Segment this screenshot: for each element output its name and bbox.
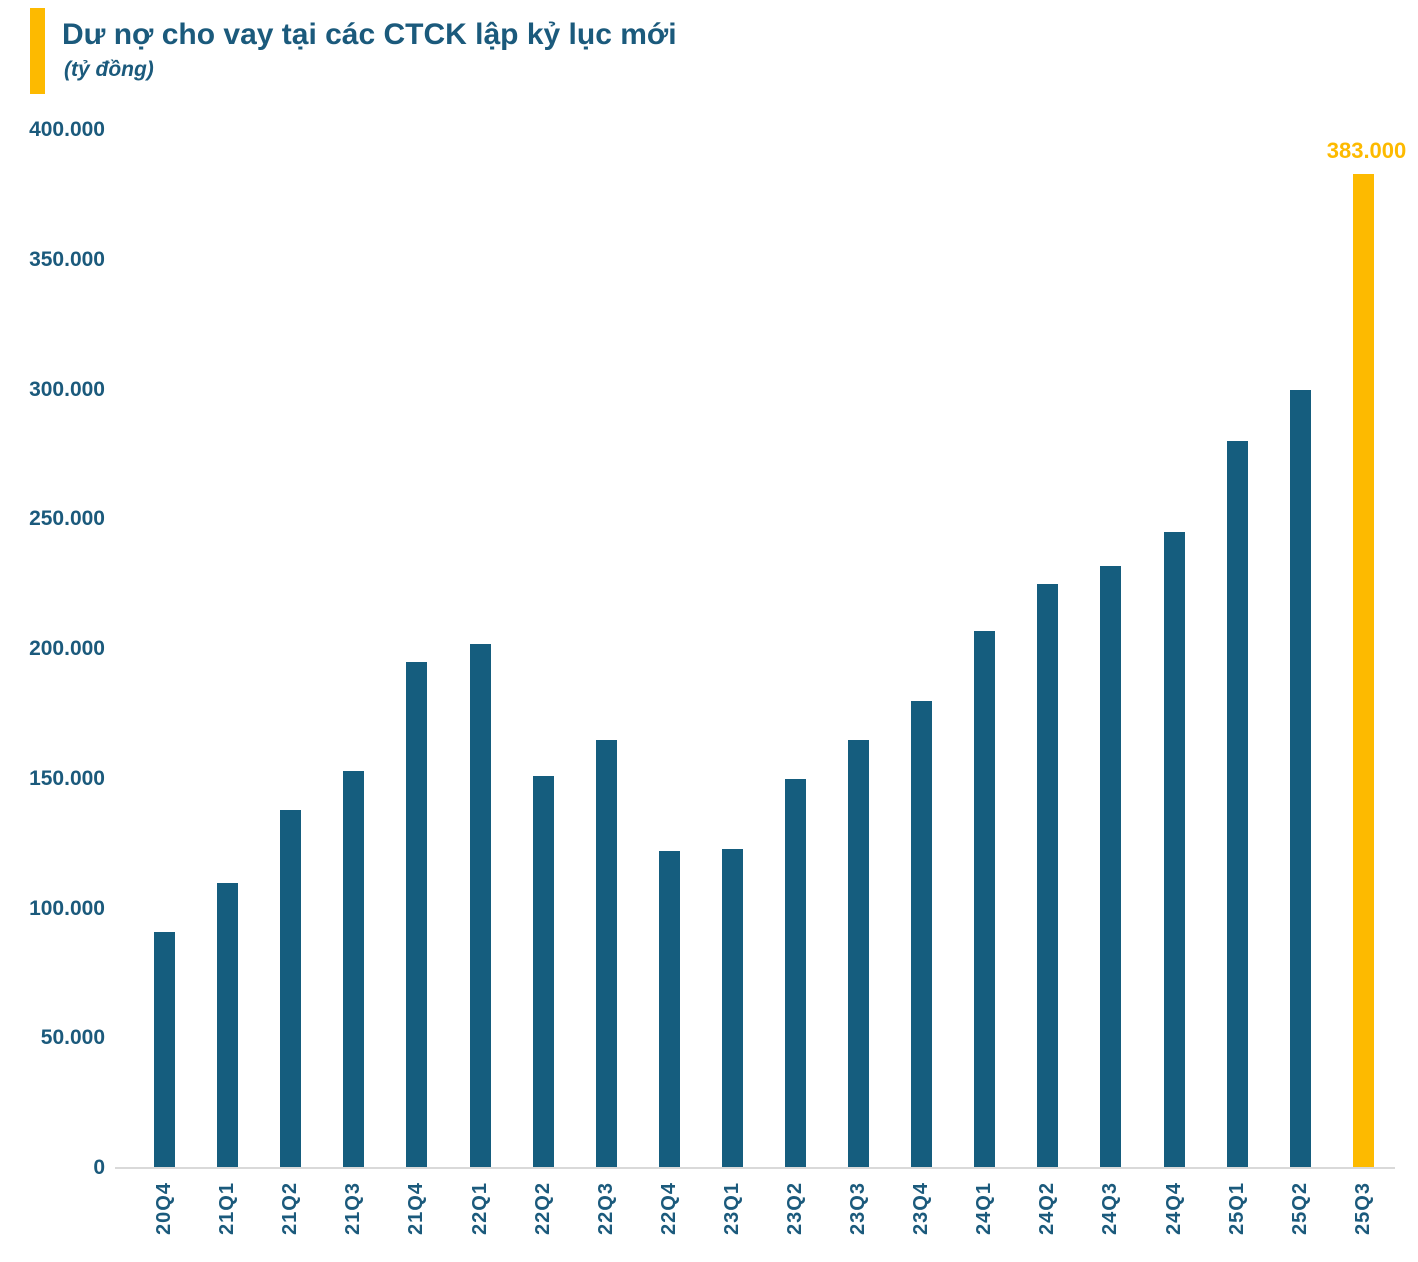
x-tick-label-24Q2: 24Q2 (1036, 1182, 1059, 1235)
x-tick-label-22Q1: 22Q1 (468, 1182, 491, 1235)
bar-slot-22Q2: 22Q2 (512, 130, 575, 1235)
chart-title: Dư nợ cho vay tại các CTCK lập kỷ lục mớ… (62, 18, 677, 51)
bar-slot-21Q4: 21Q4 (385, 130, 448, 1235)
x-tick-label-21Q1: 21Q1 (216, 1182, 239, 1235)
y-tick-label: 350.000 (29, 247, 105, 271)
bar-slot-24Q4: 24Q4 (1143, 130, 1206, 1235)
x-tick-label-25Q2: 25Q2 (1288, 1182, 1311, 1235)
y-tick-label: 0 (93, 1156, 105, 1179)
bar-23Q3 (848, 739, 870, 1168)
bar-22Q1 (469, 643, 491, 1168)
chart-unit-subtitle: (tỷ đồng) (64, 58, 154, 81)
x-tick-label-21Q2: 21Q2 (279, 1182, 302, 1235)
x-tick-label-21Q3: 21Q3 (342, 1182, 365, 1235)
x-tick-label-22Q3: 22Q3 (594, 1182, 617, 1235)
x-tick-label-25Q1: 25Q1 (1225, 1182, 1248, 1235)
bar-slot-23Q3: 23Q3 (827, 130, 890, 1235)
x-tick-label-25Q3: 25Q3 (1351, 1182, 1374, 1235)
title-accent-bar (30, 8, 45, 94)
bar-23Q1 (721, 848, 743, 1168)
x-tick-label-24Q3: 24Q3 (1099, 1182, 1122, 1235)
bar-22Q4 (658, 851, 680, 1168)
y-tick-label: 400.000 (29, 118, 105, 141)
bar-24Q4 (1163, 532, 1185, 1168)
plot-area: 20Q4 21Q1 21Q2 21Q3 21Q4 22Q1 22Q2 22Q3 22Q4 23Q1… (115, 130, 1407, 1235)
x-tick-label-23Q3: 23Q3 (847, 1182, 870, 1235)
bar-slot-22Q1: 22Q1 (448, 130, 511, 1235)
y-tick-label: 250.000 (29, 507, 105, 531)
bar-slot-24Q3: 24Q3 (1079, 130, 1142, 1235)
x-tick-label-22Q2: 22Q2 (531, 1182, 554, 1235)
bar-22Q3 (595, 739, 617, 1168)
bar-slot-23Q4: 23Q4 (890, 130, 953, 1235)
bar-slot-24Q1: 24Q1 (953, 130, 1016, 1235)
bar-21Q3 (343, 770, 365, 1168)
bar-24Q1 (974, 630, 996, 1168)
bar-slot-21Q1: 21Q1 (196, 130, 259, 1235)
bar-21Q2 (280, 809, 302, 1168)
bar-highlight-25Q3 (1352, 174, 1374, 1168)
bar-slot-24Q2: 24Q2 (1016, 130, 1079, 1235)
x-axis-line (115, 1167, 1395, 1169)
bar-slot-20Q4: 20Q4 (133, 130, 196, 1235)
y-axis: 400.000 350.000 300.000 250.000 200.000 150.0… (0, 118, 105, 1179)
x-tick-label-24Q1: 24Q1 (973, 1182, 996, 1235)
bar-21Q4 (406, 661, 428, 1168)
bar-slot-22Q4: 22Q4 (638, 130, 701, 1235)
x-tick-label-21Q4: 21Q4 (405, 1182, 428, 1235)
x-tick-label-23Q1: 23Q1 (720, 1182, 743, 1235)
y-tick-label: 200.000 (29, 637, 105, 660)
y-tick-label: 300.000 (29, 377, 105, 401)
x-tick-label-22Q4: 22Q4 (657, 1182, 680, 1235)
y-tick-label: 50.000 (40, 1026, 105, 1050)
bar-slot-23Q1: 23Q1 (701, 130, 764, 1235)
x-tick-label-23Q2: 23Q2 (783, 1182, 806, 1235)
bar-slot-22Q3: 22Q3 (575, 130, 638, 1235)
bar-23Q2 (784, 778, 806, 1168)
x-tick-label-24Q4: 24Q4 (1162, 1182, 1185, 1235)
x-tick-label-23Q4: 23Q4 (910, 1182, 933, 1235)
bar-slot-21Q2: 21Q2 (259, 130, 322, 1235)
bar-slot-21Q3: 21Q3 (322, 130, 385, 1235)
bar-23Q4 (911, 700, 933, 1168)
bar-22Q2 (532, 776, 554, 1168)
bar-value-label: 383.000 (1326, 138, 1407, 164)
bar-25Q2 (1289, 389, 1311, 1168)
bar-20Q4 (154, 931, 176, 1168)
x-tick-label-20Q4: 20Q4 (153, 1182, 176, 1235)
bar-slot-23Q2: 23Q2 (764, 130, 827, 1235)
bar-slot-25Q1: 25Q1 (1206, 130, 1269, 1235)
bar-slot-25Q2: 25Q2 (1269, 130, 1332, 1235)
bar-24Q2 (1037, 584, 1059, 1168)
bar-slot-25Q3: 383.000 25Q3 (1327, 130, 1407, 1235)
bar-series: 20Q4 21Q1 21Q2 21Q3 21Q4 22Q1 22Q2 22Q3 22Q4 23Q1… (115, 130, 1407, 1235)
bar-21Q1 (217, 882, 239, 1168)
bar-24Q3 (1100, 565, 1122, 1168)
y-tick-label: 150.000 (29, 766, 105, 790)
bar-25Q1 (1226, 441, 1248, 1168)
y-tick-label: 100.000 (29, 896, 105, 920)
